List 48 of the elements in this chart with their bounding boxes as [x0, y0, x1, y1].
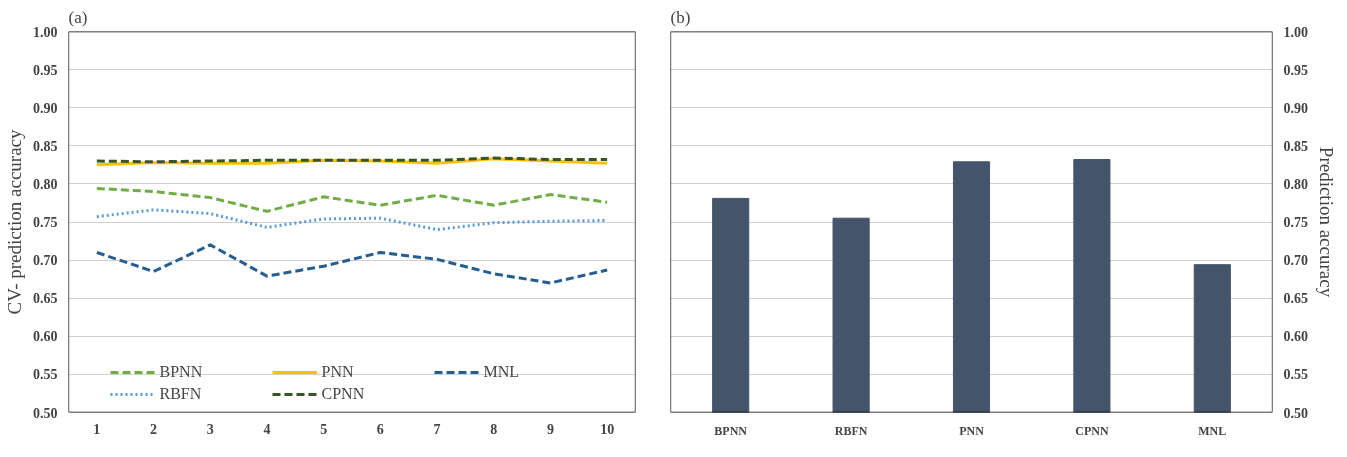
y-axis-title: Prediction accuracy	[1316, 146, 1337, 298]
legend-label: MNL	[483, 363, 521, 381]
line-series	[95, 186, 609, 213]
x-tick-label: 4	[263, 421, 271, 437]
y-tick-label: 0.75	[33, 215, 58, 230]
y-tick-label: 0.65	[33, 291, 58, 307]
y-tick-label: 0.65	[1283, 291, 1308, 307]
x-tick-label: 1	[93, 421, 101, 437]
y-tick-label: 0.95	[33, 62, 58, 78]
y-tick-label: 1.00	[33, 24, 58, 40]
y-tick-label: 0.70	[33, 253, 58, 269]
x-tick-label: 2	[150, 421, 158, 437]
chart-title: (b)	[670, 7, 691, 27]
legend-label: CPNN	[321, 385, 366, 403]
line-series	[95, 243, 609, 285]
y-tick-label: 0.75	[1283, 215, 1308, 230]
y-tick-label: 0.85	[1283, 138, 1308, 154]
x-tick-label: 10	[600, 421, 615, 437]
x-tick-label: CPNN	[1075, 423, 1109, 438]
y-tick-label: 0.60	[1283, 329, 1308, 345]
x-tick-label: MNL	[1198, 423, 1227, 438]
y-tick-label: 0.50	[33, 405, 58, 421]
legend-label: PNN	[321, 363, 355, 381]
x-tick-label: PNN	[959, 423, 985, 438]
x-tick-label: RBFN	[834, 423, 868, 438]
x-tick-label: 3	[206, 421, 214, 437]
chart-title: (a)	[68, 7, 88, 27]
y-tick-label: 0.95	[1283, 62, 1308, 78]
x-tick-label: 5	[320, 421, 328, 437]
x-tick-label: BPNN	[714, 423, 748, 438]
y-tick-label: 0.70	[1283, 253, 1308, 269]
x-tick-label: 8	[490, 421, 498, 437]
y-tick-label: 0.85	[33, 138, 58, 154]
legend-label: BPNN	[159, 363, 204, 381]
y-tick-label: 0.55	[33, 367, 58, 383]
y-tick-label: 0.55	[1283, 367, 1308, 383]
y-tick-label: 0.80	[33, 176, 58, 192]
y-tick-label: 0.60	[33, 329, 58, 345]
x-tick-label: 9	[546, 421, 554, 437]
y-tick-label: 0.90	[33, 100, 58, 116]
y-tick-label: 0.50	[1283, 405, 1308, 421]
y-tick-label: 0.90	[1283, 100, 1308, 116]
y-tick-label: 1.00	[1283, 24, 1308, 40]
y-axis-title: CV- prediction accuracy	[4, 129, 25, 315]
y-tick-label: 0.80	[1283, 176, 1308, 192]
legend-label: RBFN	[159, 385, 203, 403]
x-tick-label: 6	[376, 421, 384, 437]
x-tick-label: 7	[433, 421, 441, 437]
